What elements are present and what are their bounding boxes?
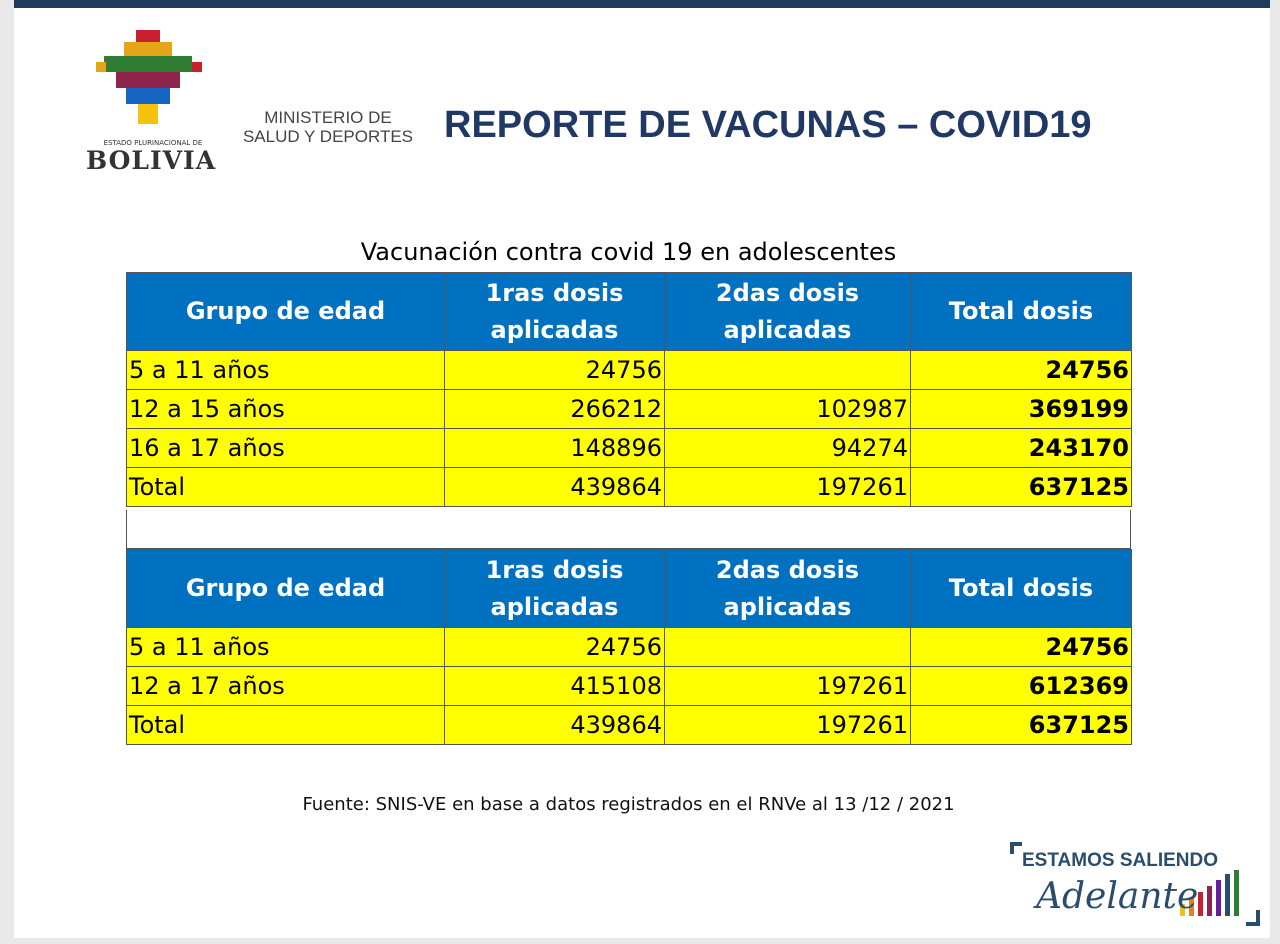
source: Fuente: SNIS-VE en base a datos registra… <box>302 794 955 815</box>
country-small: ESTADO PLURINACIONAL DE <box>103 139 203 147</box>
column-header: 2das dosis aplicadas <box>664 549 911 628</box>
column-header: 1ras dosis aplicadas <box>444 549 665 628</box>
ministry: MINISTERIO DE SALUD Y DEPORTES <box>236 108 420 146</box>
cell: 24756 <box>444 350 665 390</box>
row-label: 12 a 15 años <box>126 389 445 429</box>
data-row: Total 439864 197261 637125 <box>126 467 1132 507</box>
data-row: 12 a 17 años 415108 197261 612369 <box>126 666 1132 706</box>
cell: 148896 <box>444 428 665 468</box>
cell: 369199 <box>910 389 1132 429</box>
data-row: 5 a 11 años 24756 24756 <box>126 350 1132 390</box>
data-row: 5 a 11 años 24756 24756 <box>126 627 1132 667</box>
column-header: Total dosis <box>910 272 1132 351</box>
header-row: Grupo de edad 1ras dosis aplicadas 2das do… <box>126 549 1132 628</box>
column-header: 2das dosis aplicadas <box>664 272 911 351</box>
ministry-line: MINISTERIO DE <box>264 108 392 127</box>
ministry-line: SALUD Y DEPORTES <box>242 127 414 146</box>
logo <box>96 30 202 124</box>
slogan-script: Adelante <box>1036 876 1199 917</box>
cell: 24756 <box>444 627 665 667</box>
cell: 197261 <box>664 666 911 706</box>
spacer-row <box>126 510 1131 549</box>
cell: 24756 <box>910 627 1132 667</box>
table: Grupo de edad 1ras dosis aplicadas 2das do… <box>126 272 1132 507</box>
cell: 94274 <box>664 428 911 468</box>
header-row: Grupo de edad 1ras dosis aplicadas 2das do… <box>126 272 1132 351</box>
slogan-graphic <box>1010 842 1260 926</box>
cell <box>664 350 911 390</box>
data-row: 16 a 17 años 148896 94274 243170 <box>126 428 1132 468</box>
cell: 637125 <box>910 467 1132 507</box>
row-label: 16 a 17 años <box>126 428 445 468</box>
table: Grupo de edad 1ras dosis aplicadas 2das do… <box>126 549 1132 745</box>
cell <box>664 627 911 667</box>
row-label: Total <box>126 705 445 745</box>
cell: 243170 <box>910 428 1132 468</box>
cell: 439864 <box>444 705 665 745</box>
data-row: Total 439864 197261 637125 <box>126 705 1132 745</box>
country: BOLIVIA <box>86 146 217 175</box>
cell: 24756 <box>910 350 1132 390</box>
cell: 637125 <box>910 705 1132 745</box>
column-header: Grupo de edad <box>126 549 445 628</box>
top-bar <box>14 0 1270 8</box>
row-label: 5 a 11 años <box>126 350 445 390</box>
cell: 612369 <box>910 666 1132 706</box>
column-header: Total dosis <box>910 549 1132 628</box>
cell: 102987 <box>664 389 911 429</box>
column-header: 1ras dosis aplicadas <box>444 272 665 351</box>
cell: 197261 <box>664 705 911 745</box>
column-header: Grupo de edad <box>126 272 445 351</box>
cell: 266212 <box>444 389 665 429</box>
row-label: 12 a 17 años <box>126 666 445 706</box>
title: REPORTE DE VACUNAS – COVID19 <box>444 104 1092 146</box>
cell: 415108 <box>444 666 665 706</box>
data-row: 12 a 15 años 266212 102987 369199 <box>126 389 1132 429</box>
row-label: Total <box>126 467 445 507</box>
row-label: 5 a 11 años <box>126 627 445 667</box>
cell: 439864 <box>444 467 665 507</box>
subtitle: Vacunación contra covid 19 en adolescent… <box>360 238 897 266</box>
cell: 197261 <box>664 467 911 507</box>
slogan-box: ESTAMOS SALIENDO Adelante <box>1008 840 1270 934</box>
slogan: ESTAMOS SALIENDO <box>1022 850 1218 871</box>
